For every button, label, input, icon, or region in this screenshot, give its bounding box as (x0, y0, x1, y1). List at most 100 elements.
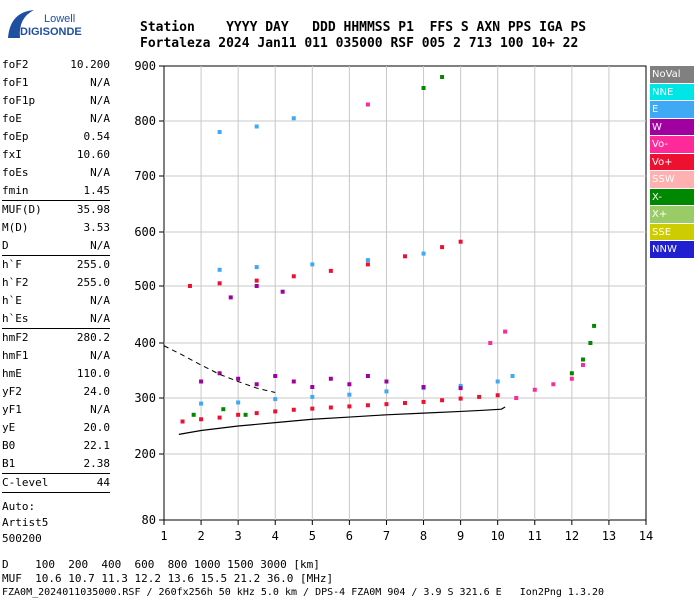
param-value: 10.60 (76, 148, 110, 161)
param-name: h`F2 (2, 276, 29, 289)
param-value: N/A (90, 112, 110, 125)
echo-point (191, 412, 196, 417)
profile-curve (178, 406, 506, 435)
param-name: hmF1 (2, 349, 29, 362)
echo-point (365, 262, 370, 267)
param-divider (2, 473, 110, 474)
param-value: 10.200 (70, 58, 110, 71)
param-row: MUF(D) 35.98 (2, 201, 110, 219)
y-tick-label: 900 (134, 59, 156, 73)
param-name: yF1 (2, 403, 22, 416)
echo-point (280, 289, 285, 294)
y-tick-label: 800 (134, 114, 156, 128)
param-row: B0 22.1 (2, 437, 110, 455)
autoscaling-info: Auto: Artist5 500200 (2, 499, 110, 547)
x-tick-label: 3 (235, 529, 242, 543)
param-row: hmF2 280.2 (2, 329, 110, 347)
param-value: 24.0 (83, 385, 111, 398)
auto-line1: Auto: (2, 500, 36, 513)
param-value: N/A (90, 349, 110, 362)
param-name: h`E (2, 294, 22, 307)
echo-point (403, 254, 407, 259)
echo-point (217, 130, 222, 134)
echo-point (580, 357, 585, 362)
header-labels: Station YYYY DAY DDD HHMMSS P1 FFS S AXN… (140, 20, 587, 35)
param-row: yF1 N/A (2, 401, 110, 419)
echo-point (384, 389, 389, 394)
y-tick-label: 600 (134, 225, 156, 239)
legend-item: SSE (650, 223, 694, 241)
param-row: C-level 44 (2, 474, 110, 492)
x-tick-label: 14 (639, 529, 653, 543)
legend-item: NoVal (650, 66, 694, 84)
y-tick-label: 300 (134, 391, 156, 405)
param-value: 20.0 (83, 421, 111, 434)
param-divider (2, 492, 110, 493)
legend-item: X+ (650, 206, 694, 224)
param-value: N/A (90, 312, 110, 325)
echo-point (273, 374, 278, 378)
lowell-digisonde-logo: Lowell DIGISONDE (4, 4, 88, 44)
param-value: 22.1 (83, 439, 111, 452)
y-tick-label: 80 (142, 513, 156, 527)
param-name: fxI (2, 148, 22, 161)
echo-point (328, 405, 333, 410)
echo-point (236, 412, 241, 417)
logo-line2: DIGISONDE (20, 26, 82, 38)
echo-point (221, 407, 226, 412)
echo-point (580, 363, 585, 367)
echo-point (187, 284, 192, 288)
param-row: fmin 1.45 (2, 182, 110, 200)
echo-point (495, 393, 500, 398)
param-row: h`F2 255.0 (2, 274, 110, 292)
echo-point (347, 404, 352, 409)
echo-point (514, 396, 519, 400)
param-name: foE (2, 112, 22, 125)
echo-point (503, 329, 508, 334)
echo-point (365, 258, 370, 263)
echo-point (291, 116, 296, 121)
param-row: hmE 110.0 (2, 365, 110, 383)
x-tick-label: 8 (420, 529, 427, 543)
echo-point (347, 392, 352, 397)
echo-point (254, 284, 259, 288)
param-row: yE 20.0 (2, 419, 110, 437)
logo-swoosh-icon: Lowell DIGISONDE (8, 10, 82, 38)
echo-point (421, 385, 426, 389)
echo-point (458, 383, 463, 388)
echo-point (217, 281, 222, 286)
param-name: C-level (2, 476, 49, 489)
x-tick-label: 7 (383, 529, 390, 543)
echo-point (254, 124, 259, 129)
param-name: foF2 (2, 58, 29, 71)
param-value: N/A (90, 94, 110, 107)
logo-line1: Lowell (44, 13, 75, 25)
param-name: hmF2 (2, 331, 29, 344)
param-name: B0 (2, 439, 16, 452)
param-name: yE (2, 421, 16, 434)
param-divider (2, 200, 110, 201)
echo-point (254, 411, 259, 416)
y-tick-label: 400 (134, 336, 156, 350)
param-name: MUF(D) (2, 203, 42, 216)
echo-point (365, 374, 370, 378)
param-row: h`E N/A (2, 292, 110, 310)
x-tick-label: 12 (565, 529, 579, 543)
x-tick-label: 4 (272, 529, 279, 543)
param-row: foF1p N/A (2, 92, 110, 110)
echo-point (532, 387, 537, 392)
polarization-legend: NoVal NNE E W Vo- Vo+ SSW X- X+ SSE NNW (650, 66, 694, 259)
echo-point (588, 341, 593, 345)
param-row: D N/A (2, 237, 110, 255)
echo-point (569, 371, 574, 376)
param-value: N/A (90, 294, 110, 307)
echo-point (217, 267, 222, 272)
x-tick-label: 10 (490, 529, 504, 543)
x-tick-label: 9 (457, 529, 464, 543)
echo-point (477, 394, 482, 399)
echo-point (310, 385, 315, 389)
param-value: 280.2 (76, 331, 110, 344)
param-row: M(D) 3.53 (2, 219, 110, 237)
echo-point (310, 262, 315, 267)
param-row: h`Es N/A (2, 310, 110, 328)
